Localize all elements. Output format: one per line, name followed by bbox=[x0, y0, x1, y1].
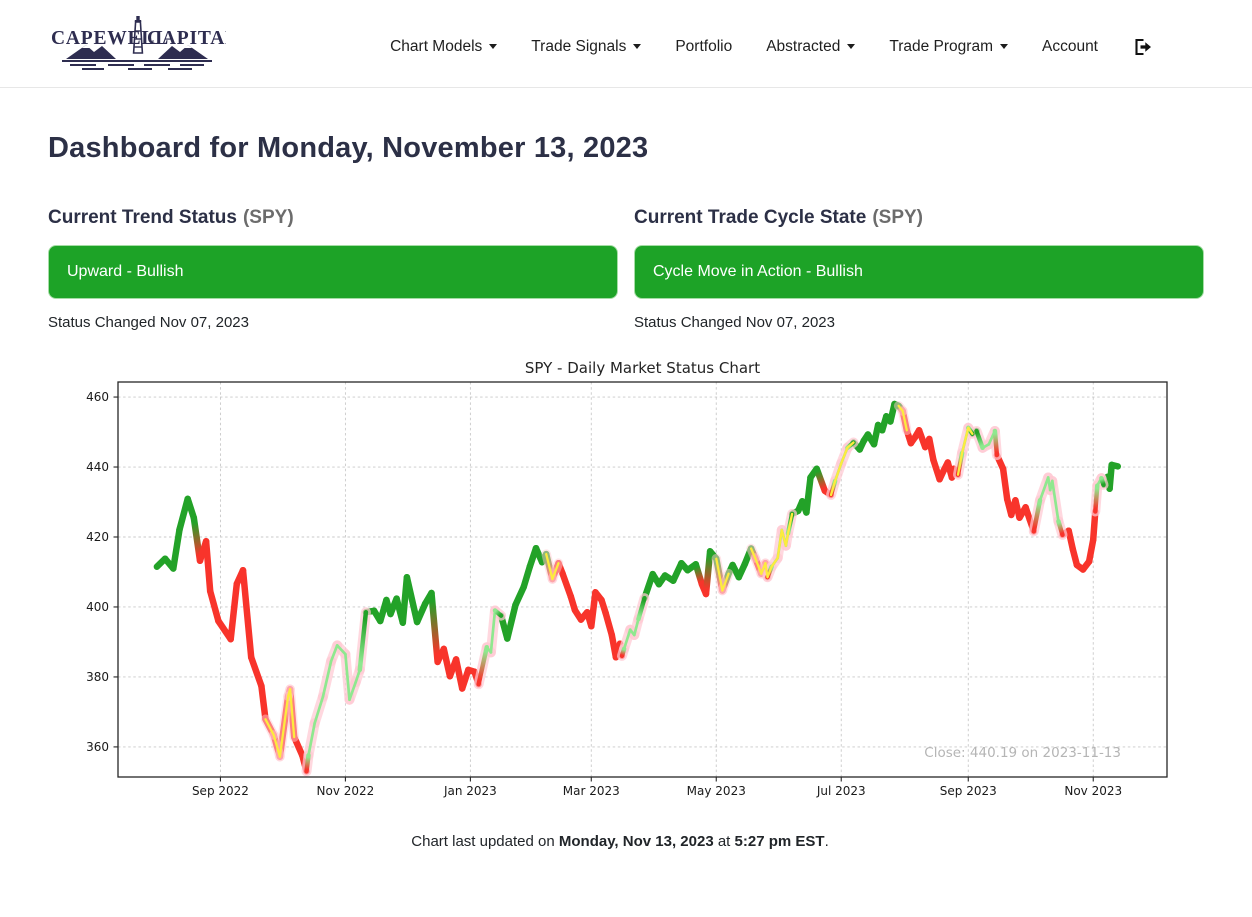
trend-status-badge: Upward - Bullish bbox=[48, 245, 618, 299]
trend-status-card: Current Trend Status (SPY) Upward - Bulli… bbox=[48, 207, 618, 331]
nav-chart-models[interactable]: Chart Models bbox=[390, 37, 498, 56]
trend-status-heading-text: Current Trend Status bbox=[48, 207, 237, 228]
nav-abstracted-label: Abstracted bbox=[766, 37, 841, 55]
spy-daily-chart: 360 380 400 420 440 460 Sep 2022 Nov 2022 Jan 20… bbox=[70, 357, 1170, 817]
nav-abstracted[interactable]: Abstracted bbox=[766, 37, 856, 56]
close-annotation: Close: 440.19 on 2023-11-13 bbox=[924, 745, 1121, 761]
updated-mid: at bbox=[713, 833, 735, 850]
x-tick-label: Mar 2023 bbox=[563, 784, 620, 798]
chevron-down-icon bbox=[999, 43, 1008, 49]
x-tick-label: Jan 2023 bbox=[443, 784, 497, 798]
waves-icon bbox=[62, 60, 212, 70]
chart-updated-note: Chart last updated on Monday, Nov 13, 20… bbox=[70, 833, 1170, 850]
nav-account[interactable]: Account bbox=[1042, 38, 1098, 56]
chart-title: SPY - Daily Market Status Chart bbox=[525, 359, 760, 377]
main-nav: Chart Models Trade Signals Portfolio Abs… bbox=[390, 37, 1152, 57]
nav-trade-signals-label: Trade Signals bbox=[531, 37, 627, 55]
x-tick-label: Nov 2023 bbox=[1064, 784, 1122, 798]
y-tick-label: 420 bbox=[86, 530, 109, 544]
trade-cycle-card: Current Trade Cycle State (SPY) Cycle Mov… bbox=[634, 207, 1204, 331]
trend-status-changed: Status Changed Nov 07, 2023 bbox=[48, 314, 249, 331]
updated-time: 5:27 pm EST bbox=[734, 833, 825, 850]
nav-account-label: Account bbox=[1041, 37, 1098, 55]
sign-out-icon bbox=[1135, 38, 1151, 55]
brand-logo[interactable]: CAPEWELL CAPITAL bbox=[48, 11, 238, 82]
trade-cycle-symbol: (SPY) bbox=[872, 207, 923, 228]
x-tick-label: Sep 2023 bbox=[940, 784, 997, 798]
nav-portfolio-label: Portfolio bbox=[675, 37, 733, 55]
x-tick-label: Nov 2022 bbox=[317, 784, 375, 798]
mountains-icon bbox=[66, 45, 208, 59]
nav-chart-models-label: Chart Models bbox=[390, 37, 483, 55]
main-content: Dashboard for Monday, November 13, 2023 … bbox=[0, 132, 1252, 850]
page-title: Dashboard for Monday, November 13, 2023 bbox=[48, 132, 649, 164]
chevron-down-icon bbox=[847, 43, 856, 49]
capewell-capital-logo-image: CAPEWELL CAPITAL bbox=[51, 16, 238, 70]
trend-status-heading: Current Trend Status (SPY) bbox=[48, 207, 618, 229]
header: CAPEWELL CAPITAL bbox=[0, 0, 1252, 88]
updated-prefix: Chart last updated on bbox=[411, 833, 559, 850]
x-tick-label: Sep 2022 bbox=[192, 784, 249, 798]
x-tick-label: Jul 2023 bbox=[816, 784, 866, 798]
y-tick-label: 360 bbox=[86, 740, 109, 754]
logo-text-left: CAPEWELL bbox=[51, 28, 169, 49]
trade-cycle-changed: Status Changed Nov 07, 2023 bbox=[634, 314, 835, 331]
trade-cycle-badge: Cycle Move in Action - Bullish bbox=[634, 245, 1204, 299]
y-tick-label: 460 bbox=[86, 390, 109, 404]
nav-trade-program[interactable]: Trade Program bbox=[889, 38, 1008, 56]
x-tick-label: May 2023 bbox=[687, 784, 746, 798]
trade-cycle-heading: Current Trade Cycle State (SPY) bbox=[634, 207, 1204, 229]
y-tick-label: 380 bbox=[86, 670, 109, 684]
sign-out-button[interactable] bbox=[1132, 37, 1152, 57]
y-tick-label: 400 bbox=[86, 600, 109, 614]
trend-status-symbol: (SPY) bbox=[242, 207, 294, 228]
updated-date: Monday, Nov 13, 2023 bbox=[558, 833, 714, 850]
logo-text-right: CAPITAL bbox=[147, 28, 226, 49]
chevron-down-icon bbox=[633, 43, 642, 49]
chevron-down-icon bbox=[489, 43, 498, 49]
status-cards-row: Current Trend Status (SPY) Upward - Bulli… bbox=[48, 207, 1204, 331]
lighthouse-icon bbox=[132, 16, 144, 54]
updated-suffix: . bbox=[824, 833, 829, 850]
nav-trade-program-label: Trade Program bbox=[889, 37, 993, 55]
spy-daily-chart-figure: 360 380 400 420 440 460 Sep 2022 Nov 2022 Jan 20… bbox=[86, 359, 1168, 798]
y-tick-label: 440 bbox=[86, 460, 109, 474]
nav-trade-signals[interactable]: Trade Signals bbox=[531, 37, 642, 56]
nav-portfolio[interactable]: Portfolio bbox=[675, 38, 732, 56]
trade-cycle-heading-text: Current Trade Cycle State bbox=[634, 207, 867, 228]
